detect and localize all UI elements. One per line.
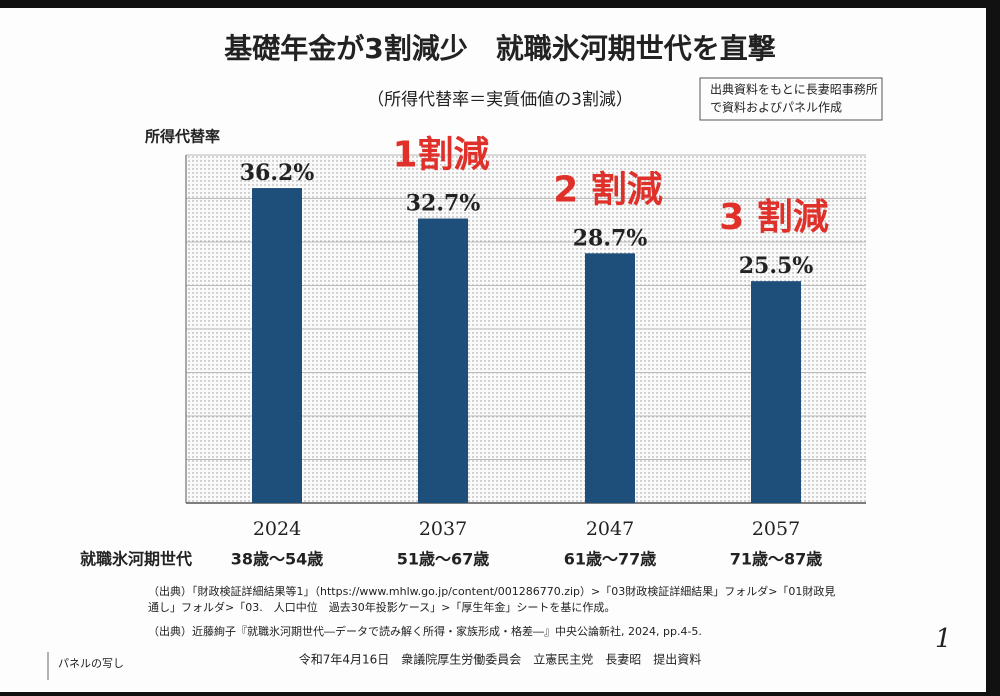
footer: 令和7年4月16日 衆議院厚生労働委員会 立憲民主党 長妻昭 提出資料 [299,652,702,667]
footnote: 通し」フォルダ>「03. 人口中位 過去30年投影ケース」>「厚生年金」シートを… [148,600,615,614]
age-range: 71歳～87歳 [730,550,823,569]
source-box [699,77,883,121]
chart-title: 基礎年金が3割減少 就職氷河期世代を直撃 [224,32,776,65]
x-tick-label: 2037 [419,518,467,540]
age-range: 51歳～67歳 [397,550,490,569]
row-label: 就職氷河期世代 [80,550,192,569]
x-tick-label: 2047 [586,518,634,540]
bar [751,281,801,503]
source-line: で資料およびパネル作成 [710,101,842,115]
age-range: 38歳～54歳 [231,550,324,569]
stamp: パネルの写し [58,657,124,670]
annotation: 3 割減 [719,197,829,238]
age-range: 61歳～77歳 [564,550,657,569]
bar [252,188,302,503]
source-line: 出典資料をもとに長妻昭事務所 [710,83,878,97]
value-label: 28.7% [573,225,648,251]
footnote: （出典）近藤絢子『就職氷河期世代―データで読み解く所得・家族形成・格差―』中央公… [148,624,702,638]
bar [418,218,468,503]
x-tick-label: 2057 [752,518,800,540]
page-number: 1 [935,624,952,654]
value-label: 36.2% [240,160,315,186]
footnote: （出典）「財政検証詳細結果等1」（https://www.mhlw.go.jp/… [148,584,835,598]
annotation: 1割減 [392,135,489,176]
subtitle: （所得代替率＝実質価値の3割減） [367,90,633,110]
value-label: 32.7% [406,191,481,217]
x-tick-label: 2024 [253,518,301,540]
annotation: 2 割減 [553,169,663,210]
bar [585,253,635,503]
value-label: 25.5% [739,253,814,279]
y-axis-label: 所得代替率 [145,128,220,146]
